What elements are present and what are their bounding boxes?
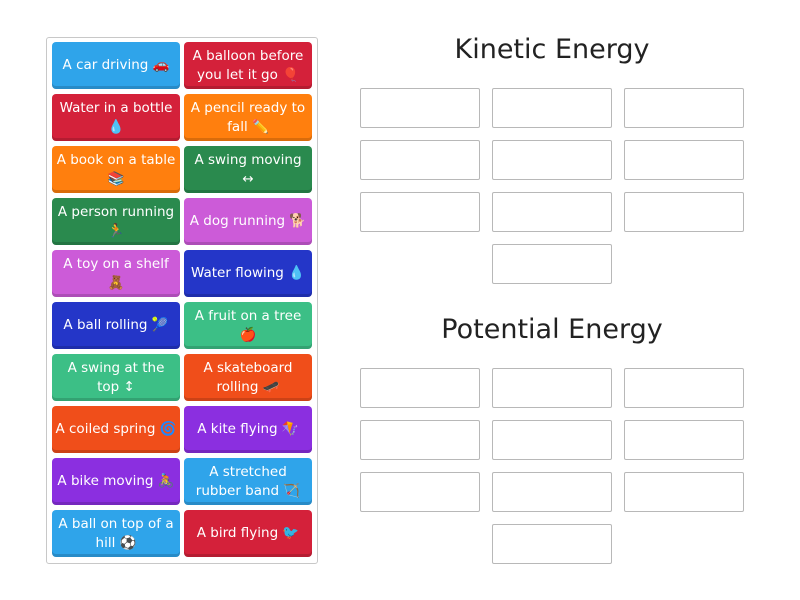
draggable-card[interactable]: A coiled spring 🌀 [52, 406, 180, 453]
potential-drop-slot[interactable] [624, 472, 744, 512]
kinetic-drop-slot[interactable] [624, 192, 744, 232]
draggable-card[interactable]: A bird flying 🐦 [184, 510, 312, 557]
kinetic-drop-slot[interactable] [492, 140, 612, 180]
potential-energy-title: Potential Energy [441, 314, 663, 345]
draggable-card[interactable]: A kite flying 🪁 [184, 406, 312, 453]
potential-drop-slot[interactable] [492, 524, 612, 564]
draggable-card[interactable]: A skateboard rolling 🛹 [184, 354, 312, 401]
draggable-card[interactable]: A person running 🏃 [52, 198, 180, 245]
draggable-card[interactable]: A dog running 🐕 [184, 198, 312, 245]
draggable-card[interactable]: Water in a bottle 💧 [52, 94, 180, 141]
potential-drop-slot[interactable] [492, 368, 612, 408]
potential-drop-slot[interactable] [624, 368, 744, 408]
kinetic-drop-slot[interactable] [492, 88, 612, 128]
kinetic-drop-slot[interactable] [360, 140, 480, 180]
draggable-card[interactable]: A ball on top of a hill ⚽ [52, 510, 180, 557]
potential-drop-slot[interactable] [360, 368, 480, 408]
draggable-card[interactable]: A fruit on a tree 🍎 [184, 302, 312, 349]
kinetic-drop-slot[interactable] [360, 192, 480, 232]
potential-drop-slot[interactable] [492, 472, 612, 512]
kinetic-drop-slot[interactable] [492, 244, 612, 284]
draggable-card[interactable]: Water flowing 💧 [184, 250, 312, 297]
kinetic-drop-slot[interactable] [624, 88, 744, 128]
kinetic-energy-title: Kinetic Energy [454, 34, 650, 65]
potential-drop-slot[interactable] [492, 420, 612, 460]
draggable-card[interactable]: A book on a table 📚 [52, 146, 180, 193]
draggable-card[interactable]: A ball rolling 🎾 [52, 302, 180, 349]
potential-drop-slot[interactable] [624, 420, 744, 460]
draggable-card[interactable]: A swing moving ↔ [184, 146, 312, 193]
potential-drop-slot[interactable] [360, 420, 480, 460]
potential-drop-slot[interactable] [360, 472, 480, 512]
draggable-card[interactable]: A stretched rubber band 🏹 [184, 458, 312, 505]
draggable-card[interactable]: A swing at the top ↕ [52, 354, 180, 401]
draggable-card[interactable]: A pencil ready to fall ✏️ [184, 94, 312, 141]
draggable-card[interactable]: A balloon before you let it go 🎈 [184, 42, 312, 89]
draggable-card[interactable]: A toy on a shelf 🧸 [52, 250, 180, 297]
kinetic-drop-slot[interactable] [360, 88, 480, 128]
kinetic-drop-slot[interactable] [624, 140, 744, 180]
kinetic-drop-slot[interactable] [492, 192, 612, 232]
draggable-card[interactable]: A car driving 🚗 [52, 42, 180, 89]
draggable-card[interactable]: A bike moving 🚴 [52, 458, 180, 505]
